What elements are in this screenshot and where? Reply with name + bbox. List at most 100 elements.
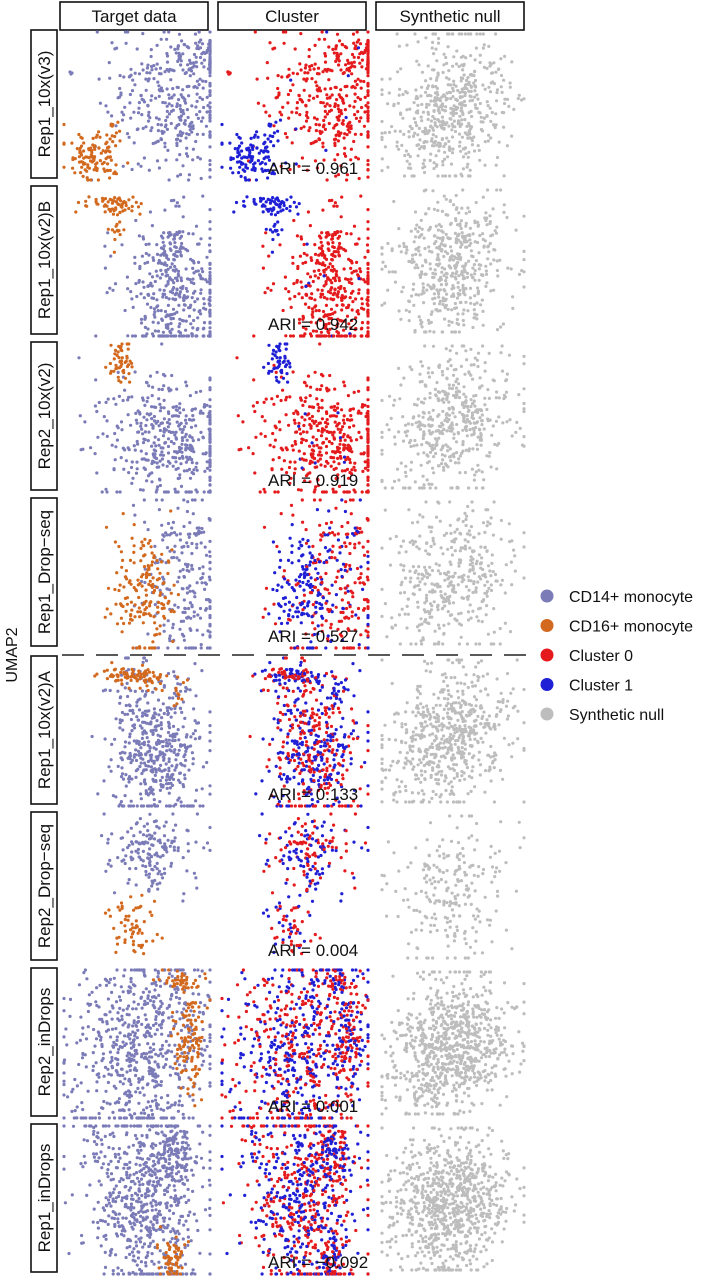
- point-synthetic-null: [508, 85, 512, 89]
- point-cluster-0: [327, 109, 332, 113]
- point-cd16: [100, 162, 104, 166]
- point-synthetic-null: [432, 292, 436, 296]
- point-synthetic-null: [412, 101, 416, 105]
- point-synthetic-null: [465, 271, 470, 275]
- point-cd14: [188, 476, 193, 480]
- point-cluster-1: [292, 200, 296, 204]
- point-cd14: [156, 122, 160, 127]
- point-synthetic-null: [450, 421, 454, 425]
- point-cluster-0: [360, 58, 364, 62]
- point-synthetic-null: [418, 421, 422, 425]
- point-synthetic-null: [427, 245, 431, 249]
- point-cluster-0: [361, 403, 365, 407]
- point-synthetic-null: [454, 386, 459, 390]
- point-cluster-1: [276, 210, 280, 215]
- point-cd16: [132, 523, 136, 527]
- point-cd14: [176, 85, 180, 90]
- point-synthetic-null: [404, 149, 408, 153]
- point-synthetic-null: [392, 104, 396, 108]
- point-cd14: [147, 253, 151, 257]
- point-cd16: [126, 161, 130, 165]
- point-cd16: [95, 133, 99, 137]
- point-synthetic-null: [449, 454, 453, 458]
- point-cd14: [191, 126, 195, 131]
- point-synthetic-null: [490, 71, 495, 75]
- point-cluster-0: [324, 303, 328, 307]
- point-synthetic-null: [380, 137, 384, 142]
- point-synthetic-null: [452, 83, 456, 87]
- point-cluster-0: [327, 233, 331, 237]
- point-cd14: [162, 398, 166, 402]
- point-cluster-1: [266, 150, 270, 154]
- point-cd14: [109, 254, 113, 258]
- point-synthetic-null: [483, 163, 487, 167]
- point-cd14: [142, 466, 146, 470]
- point-cd14: [202, 65, 206, 69]
- point-cd14: [195, 542, 199, 546]
- point-synthetic-null: [469, 347, 473, 351]
- point-synthetic-null: [437, 36, 441, 41]
- point-cd14: [112, 468, 116, 472]
- point-cd14: [97, 400, 101, 405]
- point-cd16: [120, 203, 124, 207]
- point-cd14: [189, 490, 193, 494]
- point-cd14: [190, 408, 194, 412]
- point-cd14: [187, 306, 191, 310]
- point-cd16: [140, 540, 144, 544]
- point-cd14: [178, 104, 182, 108]
- point-synthetic-null: [433, 139, 437, 144]
- point-synthetic-null: [450, 274, 454, 278]
- point-cd14: [133, 448, 137, 452]
- point-synthetic-null: [482, 116, 486, 120]
- point-synthetic-null: [486, 139, 490, 143]
- point-cd16: [147, 612, 151, 616]
- point-cd16: [115, 571, 119, 575]
- point-cluster-1: [253, 168, 257, 173]
- point-synthetic-null: [473, 294, 477, 298]
- point-synthetic-null: [472, 363, 476, 367]
- point-cluster-1: [238, 165, 242, 169]
- point-cd14: [161, 434, 166, 438]
- point-synthetic-null: [480, 470, 484, 474]
- point-cluster-0: [281, 105, 285, 109]
- point-cd16: [158, 593, 162, 597]
- point-cd14: [185, 108, 189, 112]
- point-cluster-0: [337, 245, 341, 249]
- point-cluster-0: [366, 236, 370, 240]
- point-cluster-0: [306, 210, 310, 214]
- point-cd14: [146, 474, 151, 478]
- point-cd16: [132, 586, 136, 590]
- point-cd14: [195, 86, 199, 90]
- point-synthetic-null: [428, 225, 432, 229]
- point-cd14: [206, 46, 210, 50]
- point-cluster-0: [322, 295, 326, 300]
- point-cd14: [123, 30, 127, 34]
- point-cluster-0: [291, 261, 295, 265]
- point-synthetic-null: [387, 91, 391, 95]
- point-synthetic-null: [478, 435, 483, 439]
- point-cd14: [159, 86, 163, 90]
- point-cd16: [151, 640, 155, 644]
- point-cd14: [116, 370, 120, 374]
- point-cd14: [94, 334, 98, 338]
- point-synthetic-null: [454, 97, 458, 101]
- point-cluster-0: [321, 70, 325, 74]
- point-synthetic-null: [435, 59, 439, 63]
- point-cd16: [105, 168, 109, 172]
- point-cd16: [92, 157, 96, 161]
- point-cd14: [152, 460, 156, 464]
- point-cluster-1: [313, 461, 317, 465]
- point-synthetic-null: [494, 112, 498, 116]
- point-cluster-0: [313, 43, 317, 47]
- point-cd14: [156, 485, 160, 489]
- point-synthetic-null: [487, 250, 491, 254]
- point-cd14: [182, 303, 186, 307]
- point-cluster-0: [366, 461, 370, 465]
- point-cd14: [201, 79, 205, 83]
- point-synthetic-null: [413, 210, 418, 214]
- point-cd14: [142, 296, 146, 300]
- point-cd14: [138, 264, 142, 269]
- point-cd14: [139, 449, 143, 453]
- point-cd14: [124, 41, 128, 45]
- point-synthetic-null: [421, 436, 425, 441]
